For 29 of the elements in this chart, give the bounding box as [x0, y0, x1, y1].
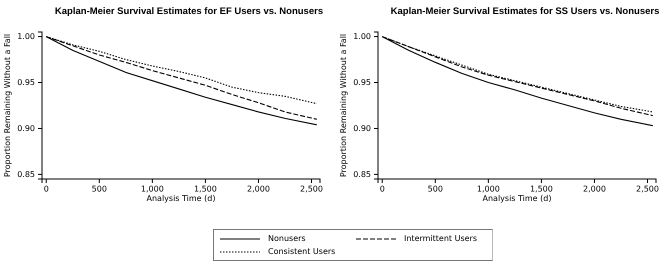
- y-tick-label: 0.85: [353, 170, 371, 179]
- legend-label: Nonusers: [268, 234, 306, 243]
- y-tick-label: 1.00: [17, 32, 35, 42]
- legend-label: Intermittent Users: [404, 234, 477, 243]
- y-tick-label: 0.85: [17, 170, 35, 179]
- y-tick-label: 0.95: [17, 78, 35, 88]
- x-axis-title: Analysis Time (d): [482, 194, 552, 203]
- x-axis-title: Analysis Time (d): [146, 194, 216, 203]
- x-tick-label: 2,000: [247, 184, 270, 194]
- x-tick-label: 2,000: [583, 184, 606, 194]
- y-tick-label: 0.95: [353, 78, 371, 88]
- x-tick-label: 500: [92, 184, 107, 194]
- x-tick-label: 1,500: [194, 184, 217, 194]
- x-tick-label: 500: [428, 184, 443, 194]
- x-tick-label: 1,500: [530, 184, 553, 194]
- x-tick-label: 1,000: [140, 184, 164, 194]
- y-axis-title: Proportion Remaining Without a Fall: [339, 34, 348, 178]
- x-tick-label: 2,500: [300, 184, 323, 194]
- y-tick-label: 0.90: [17, 124, 35, 134]
- y-tick-label: 1.00: [353, 32, 371, 42]
- y-axis-title: Proportion Remaining Without a Fall: [3, 34, 12, 178]
- x-tick-label: 1,000: [476, 184, 500, 194]
- x-tick-label: 0: [44, 184, 49, 194]
- x-tick-label: 2,500: [636, 184, 659, 194]
- chart-title: Kaplan-Meier Survival Estimates for EF Users vs. Nonusers: [54, 6, 324, 17]
- chart-title: Kaplan-Meier Survival Estimates for SS Users vs. Nonusers: [390, 6, 660, 17]
- y-tick-label: 0.90: [353, 124, 371, 134]
- legend-label: Consistent Users: [268, 247, 336, 256]
- x-tick-label: 0: [380, 184, 385, 194]
